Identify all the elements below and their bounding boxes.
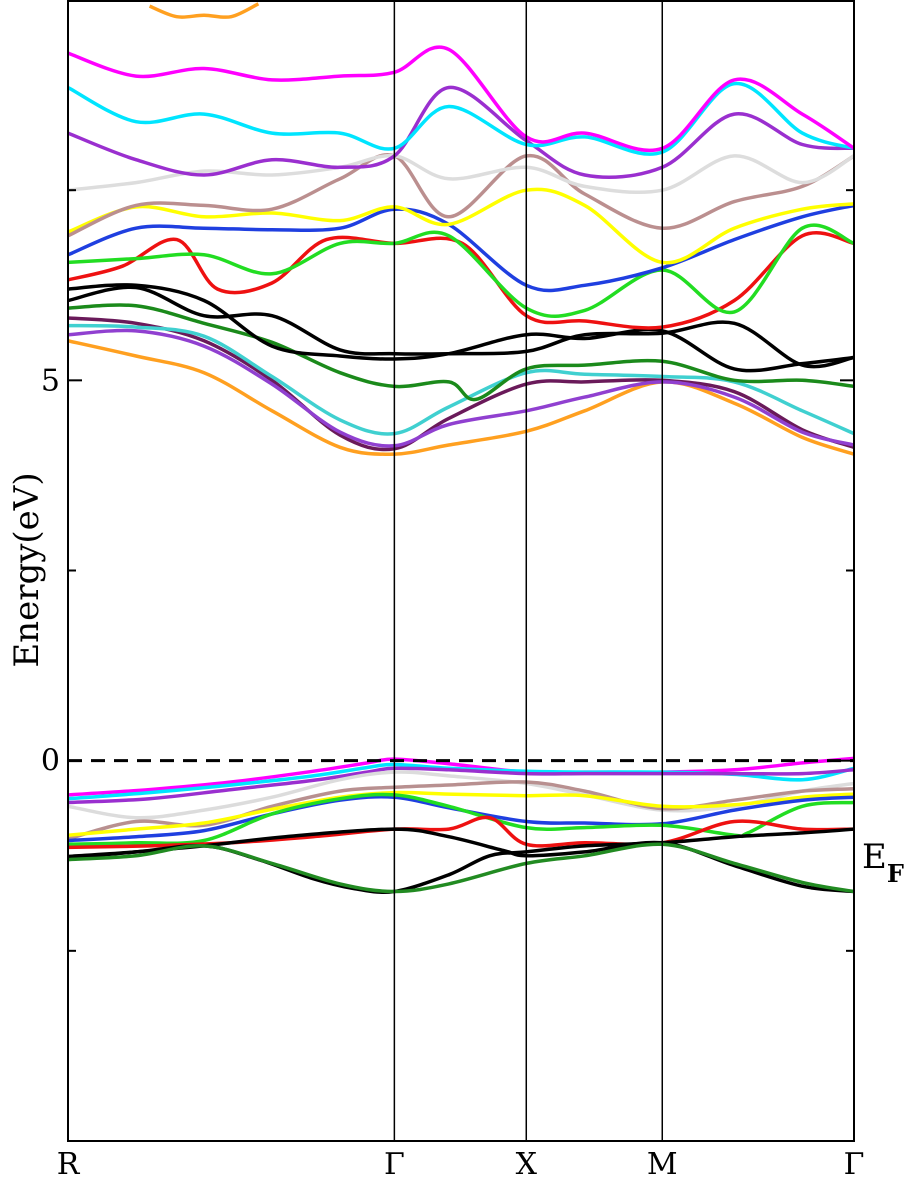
x-tick-label-0: R bbox=[57, 1147, 81, 1182]
band-26 bbox=[68, 85, 854, 179]
y-tick-label-0: 5 bbox=[41, 363, 60, 398]
fermi-level-label: EF bbox=[862, 837, 904, 888]
x-tick-label-4: Γ bbox=[844, 1147, 865, 1182]
band-19 bbox=[68, 285, 854, 369]
band-lines bbox=[68, 2, 854, 895]
band-29 bbox=[148, 2, 260, 20]
band-5 bbox=[68, 780, 854, 841]
axis-ticks bbox=[68, 189, 854, 952]
fermi-level-label-sub: F bbox=[887, 859, 904, 888]
band-27 bbox=[68, 81, 854, 156]
band-6 bbox=[68, 790, 854, 837]
band-1 bbox=[68, 756, 854, 797]
x-tick-label-3: M bbox=[647, 1147, 678, 1182]
band-15 bbox=[68, 328, 854, 448]
y-tick-labels: 50 bbox=[41, 363, 60, 778]
band-24 bbox=[68, 152, 854, 238]
band-20 bbox=[68, 231, 854, 330]
x-tick-label-2: X bbox=[516, 1147, 538, 1182]
band-12 bbox=[68, 842, 854, 894]
band-28 bbox=[68, 45, 854, 153]
band-14 bbox=[68, 316, 854, 452]
band-21 bbox=[68, 223, 854, 319]
band-25 bbox=[68, 153, 854, 195]
band-17 bbox=[68, 303, 854, 402]
x-tick-label-1: Γ bbox=[384, 1147, 405, 1182]
y-tick-label-1: 0 bbox=[41, 744, 60, 779]
band-23 bbox=[68, 187, 854, 265]
band-13 bbox=[68, 339, 854, 456]
high-symmetry-lines bbox=[393, 0, 664, 1141]
y-axis-label: Energy(eV) bbox=[7, 472, 47, 667]
fermi-level-label-main: E bbox=[862, 837, 887, 877]
band-3 bbox=[68, 766, 854, 805]
